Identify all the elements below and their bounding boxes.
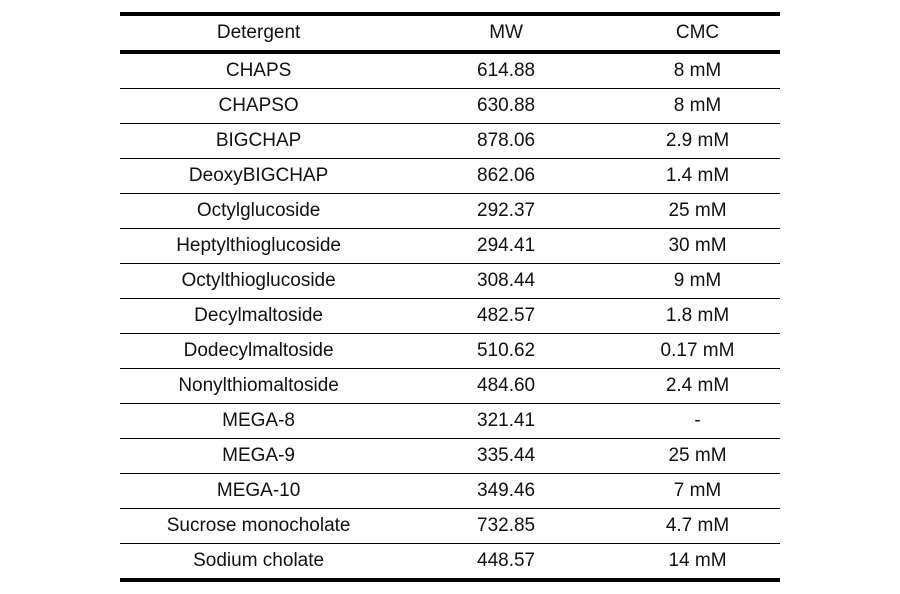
mw-cell: 732.85 (477, 515, 536, 536)
table-row: CHAPS 614.88 8 mM (120, 52, 780, 89)
detergent-cell: CHAPSO (218, 95, 299, 116)
cmc-cell: 0.17 mM (660, 340, 735, 361)
mw-cell: 335.44 (477, 445, 536, 466)
mw-cell: 308.44 (477, 270, 536, 291)
mw-cell: 862.06 (477, 165, 536, 186)
detergent-cell: BIGCHAP (215, 130, 302, 151)
table-row: MEGA-8 321.41 - (120, 404, 780, 439)
mw-cell: 448.57 (477, 550, 536, 571)
detergent-cell: DeoxyBIGCHAP (188, 165, 329, 186)
cmc-cell: 25 mM (668, 445, 727, 466)
cmc-cell: 8 mM (673, 95, 722, 116)
mw-cell: 630.88 (477, 95, 536, 116)
mw-cell: 321.41 (477, 410, 536, 431)
detergent-cell: Decylmaltoside (194, 305, 323, 326)
mw-cell: 294.41 (477, 235, 536, 256)
cmc-cell: 2.9 mM (665, 130, 730, 151)
mw-cell: 349.46 (477, 480, 536, 501)
cmc-cell: 25 mM (668, 200, 727, 221)
cmc-cell: 1.4 mM (665, 165, 730, 186)
table-row: MEGA-10 349.46 7 mM (120, 474, 780, 509)
mw-cell: 482.57 (477, 305, 536, 326)
cmc-cell: - (694, 410, 701, 431)
mw-cell: 484.60 (477, 375, 536, 396)
detergent-cell: Sodium cholate (193, 550, 325, 571)
table-row: DeoxyBIGCHAP 862.06 1.4 mM (120, 159, 780, 194)
mw-cell: 292.37 (477, 200, 536, 221)
detergent-cell: Dodecylmaltoside (183, 340, 334, 361)
detergent-cell: Octylglucoside (196, 200, 321, 221)
table-row: Nonylthiomaltoside 484.60 2.4 mM (120, 369, 780, 404)
table-row: Sodium cholate 448.57 14 mM (120, 544, 780, 581)
table-row: Heptylthioglucoside 294.41 30 mM (120, 229, 780, 264)
detergent-cell: Nonylthiomaltoside (178, 375, 339, 396)
cmc-cell: 1.8 mM (665, 305, 730, 326)
table-row: Decylmaltoside 482.57 1.8 mM (120, 299, 780, 334)
cmc-cell: 8 mM (673, 60, 722, 81)
cmc-cell: 7 mM (673, 480, 722, 501)
table-row: MEGA-9 335.44 25 mM (120, 439, 780, 474)
cmc-cell: 4.7 mM (665, 515, 730, 536)
table-row: Sucrose monocholate 732.85 4.7 mM (120, 509, 780, 544)
mw-cell: 510.62 (477, 340, 536, 361)
cmc-cell: 9 mM (673, 270, 722, 291)
table-row: Octylglucoside 292.37 25 mM (120, 194, 780, 229)
cmc-cell: 2.4 mM (665, 375, 730, 396)
cmc-cell: 30 mM (668, 235, 727, 256)
table-row: Dodecylmaltoside 510.62 0.17 mM (120, 334, 780, 369)
table-row: BIGCHAP 878.06 2.9 mM (120, 124, 780, 159)
table-header: Detergent MW CMC (120, 14, 780, 52)
table-row: Octylthioglucoside 308.44 9 mM (120, 264, 780, 299)
detergent-table: Detergent MW CMC CHAPS 614.88 8 mM CHAPSO 63… (120, 12, 780, 582)
header-cmc: CMC (675, 22, 720, 43)
mw-cell: 878.06 (477, 130, 536, 151)
cmc-cell: 14 mM (668, 550, 727, 571)
detergent-cell: MEGA-10 (216, 480, 301, 501)
header-row: Detergent MW CMC (120, 14, 780, 52)
detergent-cell: Sucrose monocholate (166, 515, 351, 536)
detergent-cell: MEGA-9 (222, 445, 296, 466)
detergent-cell: MEGA-8 (222, 410, 296, 431)
mw-cell: 614.88 (477, 60, 536, 81)
table-row: CHAPSO 630.88 8 mM (120, 89, 780, 124)
header-mw: MW (489, 22, 523, 43)
detergent-cell: Heptylthioglucoside (176, 235, 341, 256)
detergent-cell: CHAPS (225, 60, 292, 81)
header-detergent: Detergent (216, 22, 301, 43)
detergent-cell: Octylthioglucoside (181, 270, 336, 291)
table-body: CHAPS 614.88 8 mM CHAPSO 630.88 8 mM BIGCHAP 87… (120, 52, 780, 580)
